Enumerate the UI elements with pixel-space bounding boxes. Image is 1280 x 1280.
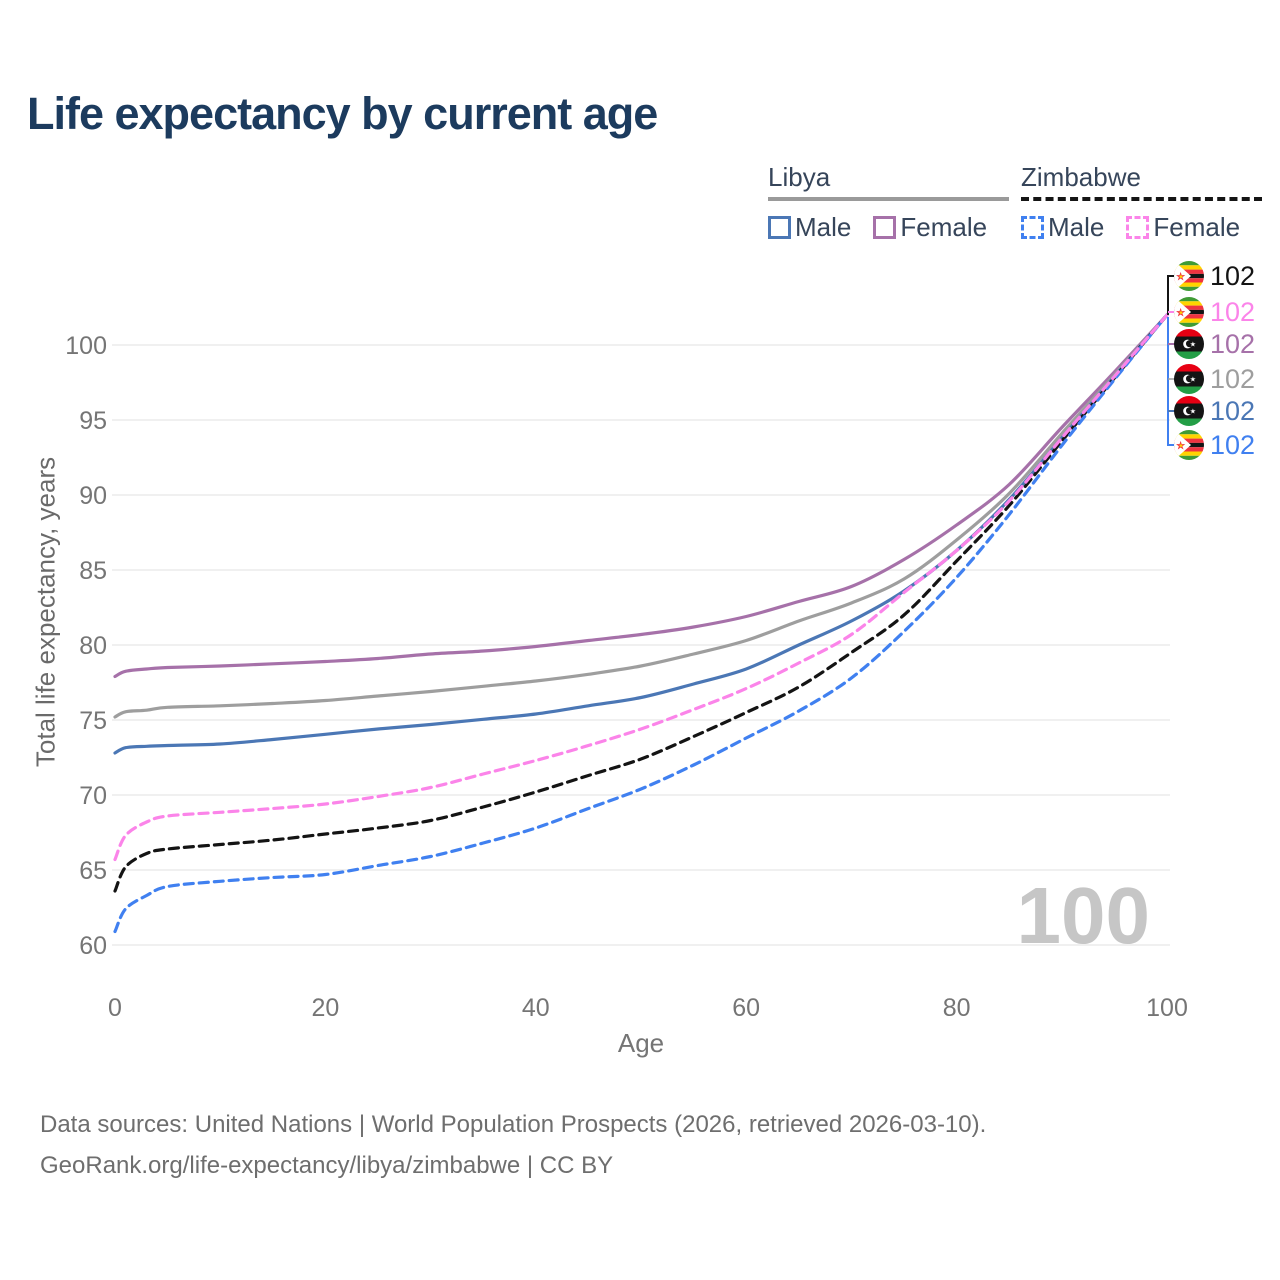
end-label-libya-both: 102 bbox=[1174, 363, 1255, 395]
y-tick-label: 80 bbox=[79, 632, 107, 660]
legend-country-libya[interactable]: Libya bbox=[768, 162, 831, 192]
legend-group-zimbabwe: Zimbabwe Male Female bbox=[1021, 162, 1263, 243]
x-tick-label: 20 bbox=[311, 994, 339, 1022]
y-tick-label: 85 bbox=[79, 557, 107, 585]
checkbox-libya-male[interactable] bbox=[768, 216, 791, 239]
x-tick-label: 100 bbox=[1146, 994, 1188, 1022]
legend-label: Male bbox=[795, 212, 852, 242]
checkbox-zimbabwe-male[interactable] bbox=[1021, 216, 1044, 239]
x-tick-label: 0 bbox=[108, 994, 122, 1022]
legend-group-libya: Libya Male Female bbox=[768, 162, 1010, 243]
zimbabwe-flag-icon bbox=[1174, 297, 1204, 327]
legend-label: Male bbox=[1048, 212, 1105, 242]
libya-flag-icon bbox=[1174, 329, 1204, 359]
legend-item-zimbabwe-male[interactable]: Male bbox=[1021, 212, 1104, 243]
current-age-watermark: 100 bbox=[1016, 871, 1150, 960]
legend-line-sample-libya bbox=[768, 197, 1010, 201]
checkbox-libya-female[interactable] bbox=[873, 216, 897, 239]
end-label-libya-female: 102 bbox=[1174, 328, 1255, 360]
end-label-value: 102 bbox=[1210, 260, 1256, 291]
checkbox-zimbabwe-female[interactable] bbox=[1126, 216, 1150, 239]
y-tick-label: 90 bbox=[79, 482, 107, 510]
series-line-zimbabwe-female[interactable] bbox=[113, 313, 1169, 862]
libya-flag-icon bbox=[1174, 364, 1204, 394]
series-line-libya-both-sexes[interactable] bbox=[113, 313, 1169, 719]
end-label-value: 102 bbox=[1210, 363, 1256, 394]
y-tick-label: 100 bbox=[65, 332, 107, 360]
y-tick-label: 65 bbox=[79, 857, 107, 885]
end-label-zimbabwe-both: 102 bbox=[1174, 260, 1255, 292]
legend-item-libya-female[interactable]: Female bbox=[873, 212, 987, 243]
legend-country-zimbabwe[interactable]: Zimbabwe bbox=[1021, 162, 1141, 192]
end-label-value: 102 bbox=[1210, 429, 1256, 460]
x-tick-label: 40 bbox=[522, 994, 550, 1022]
zimbabwe-flag-icon bbox=[1174, 430, 1204, 460]
end-label-value: 102 bbox=[1210, 395, 1256, 426]
series-line-zimbabwe-both-sexes[interactable] bbox=[113, 313, 1169, 893]
libya-flag-icon bbox=[1174, 396, 1204, 426]
series-line-libya-female[interactable] bbox=[113, 313, 1169, 679]
end-label-libya-male: 102 bbox=[1174, 395, 1255, 427]
end-label-zimbabwe-male: 102 bbox=[1174, 429, 1255, 461]
y-tick-label: 95 bbox=[79, 407, 107, 435]
x-tick-label: 80 bbox=[943, 994, 971, 1022]
end-label-value: 102 bbox=[1210, 296, 1256, 327]
legend-item-libya-male[interactable]: Male bbox=[768, 212, 851, 243]
x-axis-title: Age bbox=[617, 1028, 665, 1058]
legend-label: Female bbox=[1153, 212, 1241, 242]
series-line-libya-male[interactable] bbox=[113, 313, 1169, 755]
zimbabwe-flag-icon bbox=[1174, 261, 1204, 291]
y-tick-label: 75 bbox=[79, 707, 107, 735]
x-tick-label: 60 bbox=[732, 994, 760, 1022]
legend-label: Female bbox=[900, 212, 988, 242]
attribution-line: GeoRank.org/life-expectancy/libya/zimbab… bbox=[40, 1152, 614, 1179]
end-label-zimbabwe-female: 102 bbox=[1174, 296, 1255, 328]
legend-item-zimbabwe-female[interactable]: Female bbox=[1126, 212, 1240, 243]
series-line-zimbabwe-male[interactable] bbox=[113, 313, 1169, 934]
page-title: Life expectancy by current age bbox=[27, 88, 658, 139]
data-sources-line: Data sources: United Nations | World Pop… bbox=[40, 1111, 987, 1138]
legend-line-sample-zimbabwe bbox=[1021, 197, 1263, 201]
footer: Data sources: United Nations | World Pop… bbox=[40, 1104, 986, 1186]
end-label-value: 102 bbox=[1210, 328, 1256, 359]
y-tick-label: 70 bbox=[79, 782, 107, 810]
y-axis-title: Total life expectancy, years bbox=[30, 456, 61, 768]
y-tick-label: 60 bbox=[79, 932, 107, 960]
